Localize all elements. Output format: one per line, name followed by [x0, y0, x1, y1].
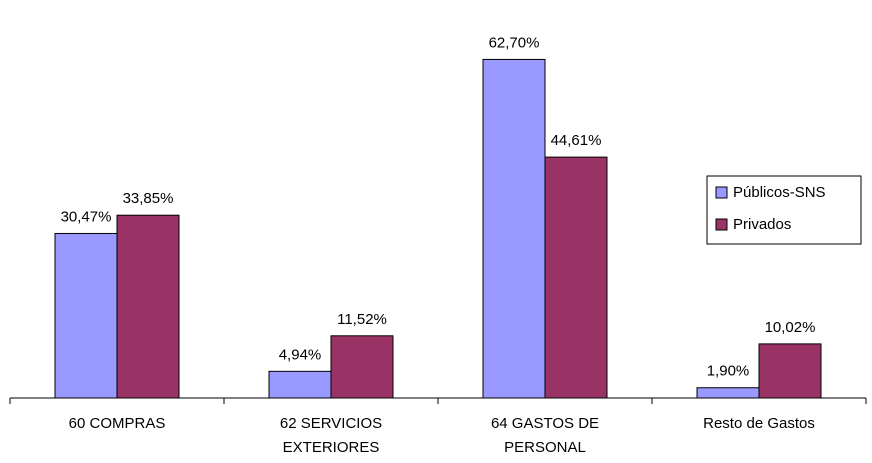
legend-swatch-privados [715, 218, 728, 231]
data-label-publicos-3: 1,90% [707, 363, 750, 380]
legend-swatch-publicos [715, 186, 728, 199]
category-label-2-line-0: 64 GASTOS DE [491, 415, 599, 432]
data-label-publicos-1: 4,94% [279, 346, 322, 363]
bar-publicos-0 [54, 232, 118, 399]
category-label-1-line-1: EXTERIORES [283, 439, 380, 456]
category-label-3-line-0: Resto de Gastos [703, 415, 815, 432]
bar-privados-2 [544, 156, 608, 399]
data-label-privados-2: 44,61% [551, 132, 602, 149]
bar-publicos-1 [268, 370, 332, 399]
legend-label-publicos: Públicos-SNS [733, 184, 826, 201]
data-label-publicos-0: 30,47% [61, 208, 112, 225]
category-label-1-line-0: 62 SERVICIOS [280, 415, 382, 432]
bar-publicos-2 [482, 58, 546, 399]
legend-label-privados: Privados [733, 216, 791, 233]
bar-privados-3 [758, 343, 822, 399]
x-axis: 60 COMPRAS 62 SERVICIOS EXTERIORES 64 GASTO… [9, 397, 867, 456]
data-label-privados-1: 11,52% [337, 311, 387, 328]
bar-privados-0 [116, 214, 180, 399]
bar-privados-1 [330, 335, 394, 399]
bar-publicos-3 [696, 387, 760, 399]
category-label-0-line-0: 60 COMPRAS [69, 415, 166, 432]
data-label-privados-0: 33,85% [123, 190, 174, 207]
bars-group [54, 58, 822, 399]
data-label-publicos-2: 62,70% [489, 34, 540, 51]
data-label-privados-3: 10,02% [765, 319, 816, 336]
legend: Públicos-SNS Privados [706, 175, 862, 245]
data-labels-group: 30,47% 33,85% 4,94% 11,52% 62,70% 44,61% 1,90%… [61, 34, 816, 379]
category-label-2-line-1: PERSONAL [504, 439, 586, 456]
legend-box [706, 175, 862, 245]
